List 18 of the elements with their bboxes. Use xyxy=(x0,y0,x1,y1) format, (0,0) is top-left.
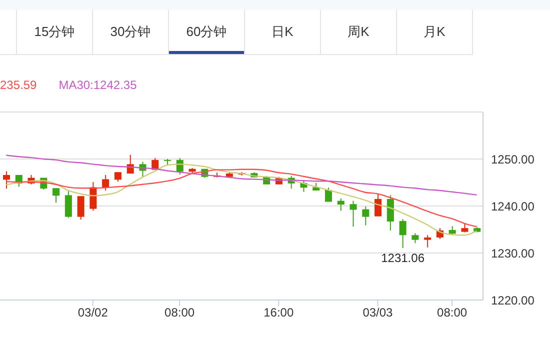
y-tick-label: 1220.00 xyxy=(491,293,535,308)
text: 235.59 xyxy=(0,78,37,92)
x-tick-label: 16:00 xyxy=(264,306,294,320)
text: 30分钟 xyxy=(110,23,151,41)
y-tick-label: 1250.00 xyxy=(491,152,535,166)
text: 月K xyxy=(424,23,446,41)
x-tick-label: 03/03 xyxy=(362,306,394,320)
x-tick-label: 08:00 xyxy=(437,306,468,320)
text: 周K xyxy=(348,23,370,41)
text: 日K xyxy=(272,23,294,41)
text: 60分钟 xyxy=(186,23,227,41)
text: MA30:1242.35 xyxy=(58,78,137,92)
annotation: 1231.06 xyxy=(381,251,425,266)
text: 15分钟 xyxy=(34,23,75,41)
x-tick-label: 03/02 xyxy=(78,306,108,320)
y-tick-label: 1240.00 xyxy=(491,199,535,214)
x-tick-label: 08:00 xyxy=(164,306,195,320)
y-tick-label: 1230.00 xyxy=(491,246,535,260)
